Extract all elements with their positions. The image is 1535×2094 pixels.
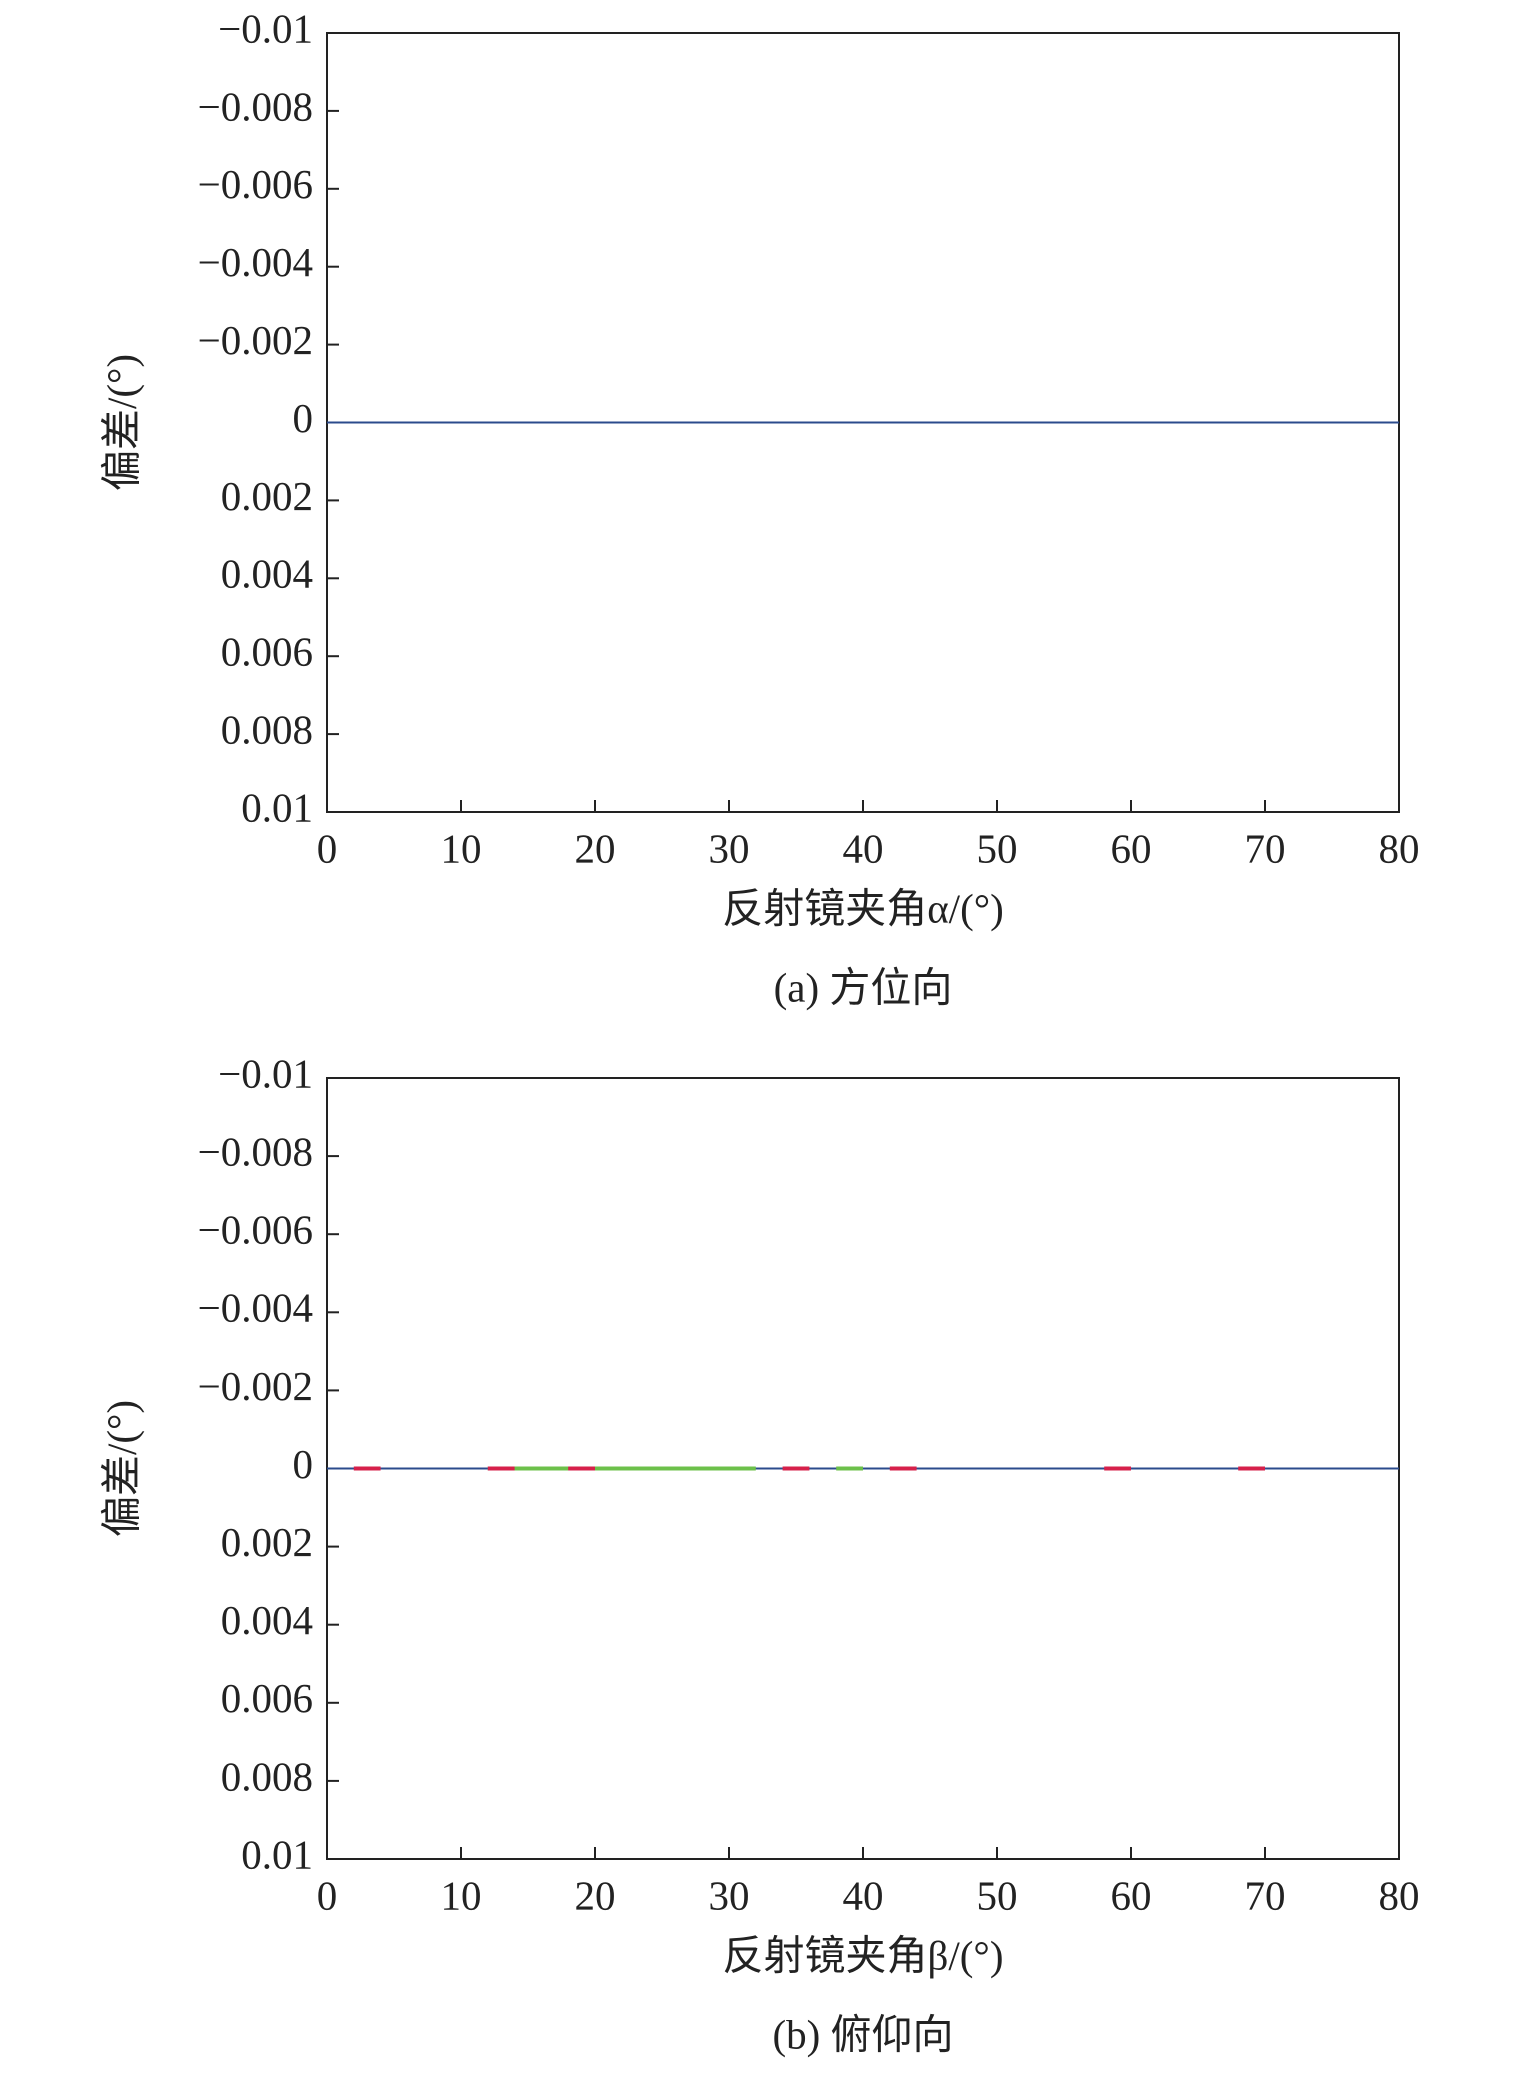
x-tick-label: 60 <box>1111 825 1152 871</box>
y-tick-label: 0 <box>293 395 314 441</box>
x-tick-label: 10 <box>441 1872 482 1918</box>
y-tick-label: −0.01 <box>218 1050 313 1096</box>
x-tick-label: 30 <box>709 1872 750 1918</box>
y-tick-label: −0.002 <box>198 1363 313 1409</box>
x-tick-label: 30 <box>709 825 750 871</box>
x-tick-label: 70 <box>1245 1872 1286 1918</box>
y-tick-label: −0.002 <box>198 317 313 363</box>
x-tick-label: 50 <box>977 825 1018 871</box>
y-tick-label: 0.008 <box>221 1753 313 1799</box>
y-tick-label: 0.002 <box>221 1519 313 1565</box>
x-tick-label: 0 <box>317 825 338 871</box>
x-tick-label: 60 <box>1111 1872 1152 1918</box>
y-axis-label: 偏差/(°) <box>98 354 144 491</box>
y-tick-label: 0.01 <box>241 1831 313 1877</box>
y-tick-label: −0.01 <box>218 5 313 51</box>
y-tick-label: 0.002 <box>221 473 313 519</box>
y-tick-label: 0 <box>293 1441 314 1487</box>
y-tick-label: 0.006 <box>221 1675 313 1721</box>
y-tick-label: −0.008 <box>198 1129 313 1175</box>
y-axis-label: 偏差/(°) <box>98 1400 144 1537</box>
caption: (a) 方位向 <box>774 964 953 1010</box>
x-tick-label: 20 <box>575 1872 616 1918</box>
x-tick-label: 20 <box>575 825 616 871</box>
y-tick-label: 0.004 <box>221 551 313 597</box>
x-tick-label: 40 <box>843 825 884 871</box>
x-tick-label: 10 <box>441 825 482 871</box>
x-tick-label: 80 <box>1379 825 1420 871</box>
y-tick-label: 0.004 <box>221 1597 313 1643</box>
y-tick-label: 0.01 <box>241 784 313 830</box>
x-tick-label: 50 <box>977 1872 1018 1918</box>
x-axis-label: 反射镜夹角α/(°) <box>722 885 1004 931</box>
x-tick-label: 80 <box>1379 1872 1420 1918</box>
x-axis-label: 反射镜夹角β/(°) <box>723 1932 1004 1978</box>
y-tick-label: −0.004 <box>198 239 313 285</box>
y-tick-label: −0.006 <box>198 1207 313 1253</box>
x-tick-label: 0 <box>317 1872 338 1918</box>
y-tick-label: −0.008 <box>198 83 313 129</box>
caption: (b) 俯仰向 <box>772 2011 953 2057</box>
x-tick-label: 40 <box>843 1872 884 1918</box>
y-tick-label: −0.004 <box>198 1285 313 1331</box>
y-tick-label: 0.008 <box>221 707 313 753</box>
y-tick-label: 0.006 <box>221 629 313 675</box>
x-tick-label: 70 <box>1245 825 1286 871</box>
y-tick-label: −0.006 <box>198 161 313 207</box>
